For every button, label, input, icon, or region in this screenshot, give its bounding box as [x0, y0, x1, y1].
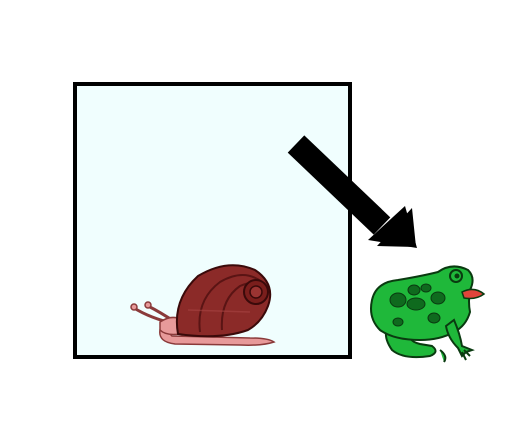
- snail-icon: [130, 264, 276, 346]
- arrow-down-right-icon: [287, 135, 417, 248]
- frog-icon: [370, 265, 486, 363]
